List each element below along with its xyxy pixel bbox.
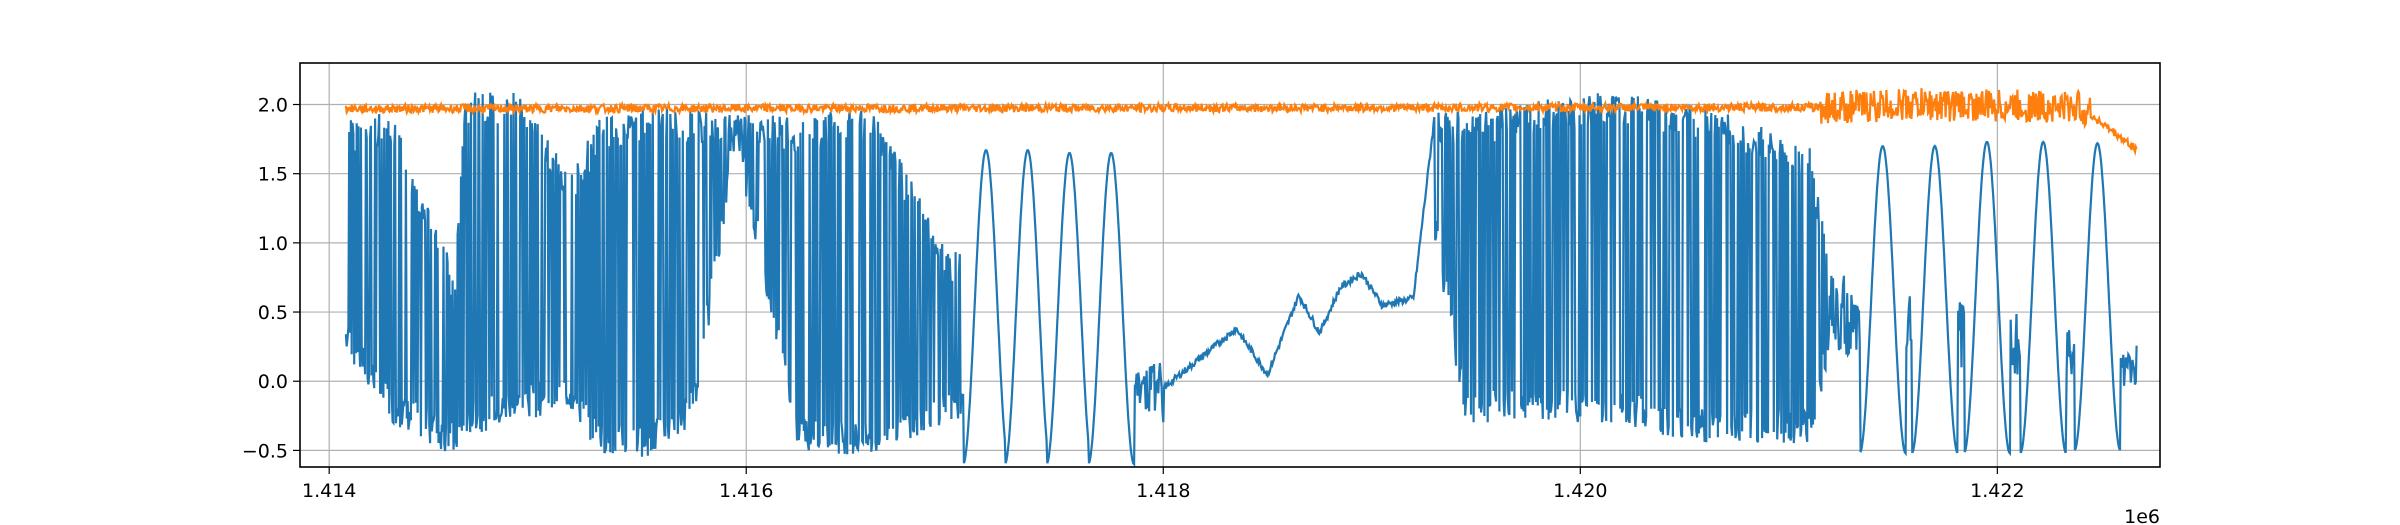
- y-tick-label: 1.0: [258, 233, 288, 255]
- plot-area: [344, 88, 2138, 468]
- x-axis: 1.414 1.416 1.418 1.420 1.422: [302, 467, 2025, 502]
- x-tick-label: 1.422: [1970, 480, 2024, 502]
- y-tick-label: 0.5: [258, 302, 288, 324]
- x-tick-label: 1.420: [1553, 480, 1607, 502]
- axes-frame: [299, 62, 2161, 468]
- y-axis: −0.5 0.0 0.5 1.0 1.5 2.0: [242, 95, 300, 462]
- series-blue-line: [344, 92, 2138, 468]
- x-offset-label: 1e6: [2124, 506, 2160, 525]
- y-tick-label: 0.0: [258, 371, 288, 393]
- series-orange-line: [344, 88, 2138, 157]
- y-tick-label: −0.5: [242, 440, 288, 462]
- x-tick-label: 1.414: [302, 480, 356, 502]
- y-tick-label: 2.0: [258, 95, 288, 117]
- x-tick-label: 1.418: [1136, 480, 1190, 502]
- y-tick-label: 1.5: [258, 164, 288, 186]
- x-tick-label: 1.416: [719, 480, 773, 502]
